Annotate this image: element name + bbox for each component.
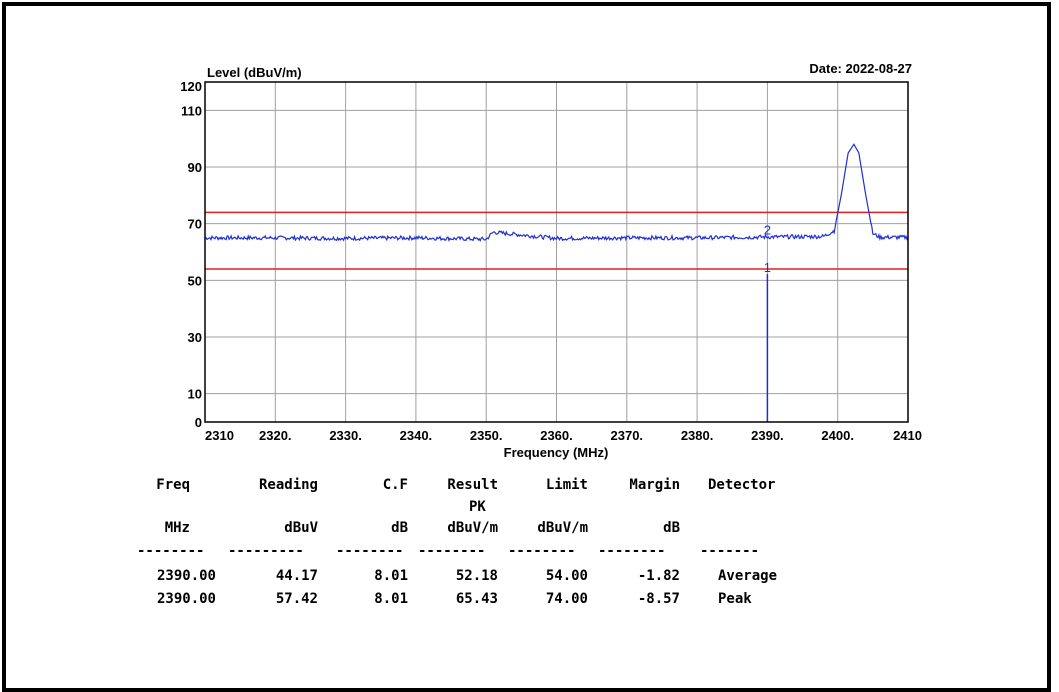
markers: 12 xyxy=(764,223,771,422)
y-tick-label: 30 xyxy=(188,330,202,345)
x-tick-label: 2390. xyxy=(751,428,784,443)
x-tick-label: 2340. xyxy=(400,428,433,443)
plot-frame xyxy=(204,81,909,423)
y-tick-label: 110 xyxy=(181,103,202,118)
y-tick-label: 120 xyxy=(180,79,202,94)
x-tick-label: 2350. xyxy=(470,428,503,443)
y-axis-label: Level (dBuV/m) xyxy=(207,65,302,80)
y-tick-label: 10 xyxy=(188,387,202,402)
trace-line xyxy=(204,143,909,243)
y-tick-labels: 0 10 30 50 70 90 110 120 xyxy=(180,79,202,430)
x-tick-labels: 2310 2320. 2330. 2340. 2350. 2360. 2370. 2380. 2… xyxy=(205,428,922,443)
y-tick-label: 70 xyxy=(188,217,202,232)
y-tick-label: 50 xyxy=(188,273,202,288)
limit-lines xyxy=(205,211,908,270)
x-tick-label: 2410 xyxy=(893,428,922,443)
x-axis-label: Frequency (MHz) xyxy=(504,445,609,460)
x-tick-label: 2320. xyxy=(259,428,292,443)
y-tick-label: 90 xyxy=(188,160,202,175)
x-tick-label: 2360. xyxy=(540,428,573,443)
marker-label: 1 xyxy=(764,260,771,275)
y-tick-label: 0 xyxy=(195,415,202,430)
x-tick-label: 2400. xyxy=(821,428,854,443)
x-tick-label: 2310 xyxy=(205,428,234,443)
x-tick-label: 2330. xyxy=(329,428,362,443)
trace-series xyxy=(204,143,909,243)
grid-lines xyxy=(205,82,908,422)
marker-label: 2 xyxy=(764,223,771,238)
x-tick-label: 2380. xyxy=(681,428,714,443)
date-label: Date: 2022-08-27 xyxy=(809,61,912,76)
x-tick-label: 2370. xyxy=(611,428,644,443)
